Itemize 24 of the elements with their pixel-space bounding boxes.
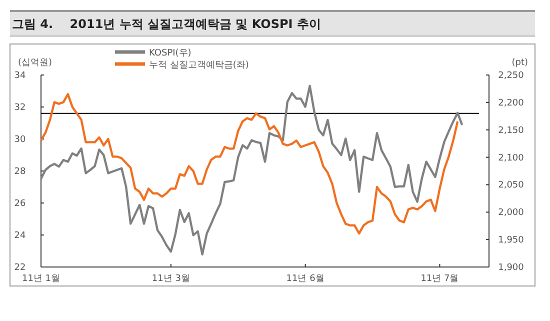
y-tick-label: 28 <box>14 167 26 177</box>
y2-tick-label: 1,950 <box>498 236 524 246</box>
y-axis-title: (십억원) <box>18 58 52 68</box>
x-tick-label: 11년 1월 <box>22 274 60 284</box>
y2-tick-label: 1,900 <box>498 263 524 273</box>
legend-label: KOSPI(우) <box>149 48 192 58</box>
y-tick-label: 34 <box>14 71 26 81</box>
y2-tick-label: 2,150 <box>498 126 524 136</box>
x-tick-label: 11년 3월 <box>152 274 190 284</box>
y2-tick-label: 2,100 <box>498 153 524 164</box>
y2-tick-label: 2,050 <box>498 180 524 191</box>
legend-label: 누적 실질고객예탁금(좌) <box>149 60 249 70</box>
y-tick-label: 22 <box>14 263 26 273</box>
chart-title: 그림 4. 2011년 누적 실질고객예탁금 및 KOSPI 추이 <box>12 17 321 31</box>
y-tick-label: 26 <box>14 199 26 209</box>
y-tick-label: 30 <box>14 135 26 145</box>
y2-tick-label: 2,000 <box>498 208 524 218</box>
y-tick-label: 24 <box>14 231 26 241</box>
y2-axis-title: (pt) <box>512 58 528 68</box>
y2-tick-label: 2,200 <box>498 98 524 108</box>
x-tick-label: 11년 7월 <box>420 274 459 284</box>
y-tick-label: 32 <box>14 103 26 113</box>
x-tick-label: 11년 6월 <box>286 274 324 284</box>
y2-tick-label: 2,250 <box>498 71 524 81</box>
